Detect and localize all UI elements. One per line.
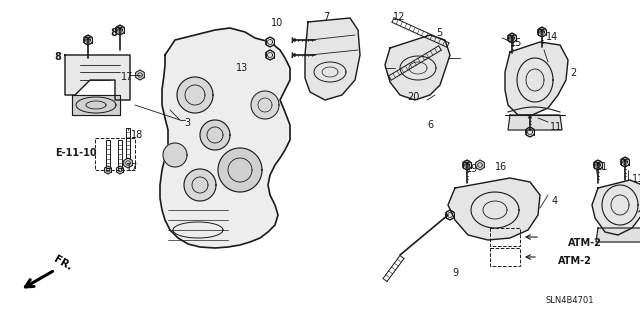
Polygon shape — [445, 211, 454, 219]
Polygon shape — [72, 95, 120, 115]
Polygon shape — [104, 166, 111, 174]
Polygon shape — [86, 37, 90, 40]
Text: 11: 11 — [550, 122, 563, 132]
Bar — [95, 138, 135, 170]
Text: 18: 18 — [131, 130, 143, 140]
Text: 4: 4 — [552, 196, 558, 206]
Polygon shape — [218, 148, 262, 192]
Polygon shape — [592, 180, 640, 235]
Text: ATM-2: ATM-2 — [568, 238, 602, 248]
Polygon shape — [508, 33, 516, 42]
Text: 7: 7 — [323, 12, 329, 22]
Polygon shape — [115, 26, 125, 34]
Polygon shape — [465, 162, 469, 165]
Polygon shape — [177, 77, 213, 113]
Text: 11: 11 — [632, 174, 640, 184]
Text: 5: 5 — [436, 28, 442, 38]
Text: 19: 19 — [466, 164, 478, 174]
Polygon shape — [65, 55, 130, 100]
Text: 17: 17 — [126, 163, 138, 173]
Text: FR.: FR. — [52, 254, 74, 272]
Polygon shape — [540, 29, 545, 32]
Text: SLN4B4701: SLN4B4701 — [545, 296, 593, 305]
Polygon shape — [527, 115, 532, 118]
Polygon shape — [508, 115, 562, 130]
Polygon shape — [385, 35, 450, 100]
Text: 9: 9 — [452, 268, 458, 278]
Text: 17: 17 — [121, 72, 133, 82]
Polygon shape — [124, 158, 132, 168]
Polygon shape — [266, 50, 275, 60]
Polygon shape — [509, 35, 515, 38]
Polygon shape — [505, 42, 568, 115]
Polygon shape — [160, 28, 290, 248]
Polygon shape — [621, 158, 630, 167]
Text: 6: 6 — [427, 120, 433, 130]
Polygon shape — [538, 27, 547, 36]
Polygon shape — [136, 70, 145, 80]
Text: 11: 11 — [596, 162, 608, 172]
Polygon shape — [266, 38, 275, 47]
Polygon shape — [305, 18, 360, 100]
Polygon shape — [476, 160, 484, 170]
Text: 8: 8 — [54, 52, 61, 62]
Text: 15: 15 — [510, 38, 522, 48]
Polygon shape — [163, 143, 187, 167]
Text: 12: 12 — [393, 12, 405, 22]
Polygon shape — [596, 162, 600, 165]
Text: 14: 14 — [546, 32, 558, 42]
Polygon shape — [292, 38, 295, 42]
Text: 2: 2 — [570, 68, 576, 78]
Polygon shape — [448, 178, 540, 240]
Polygon shape — [525, 128, 534, 137]
Polygon shape — [623, 159, 627, 162]
Polygon shape — [251, 91, 279, 119]
Polygon shape — [596, 228, 640, 242]
Polygon shape — [116, 166, 124, 174]
Polygon shape — [83, 35, 93, 44]
Text: ATM-2: ATM-2 — [558, 256, 592, 266]
Bar — [490, 228, 520, 246]
Polygon shape — [463, 160, 472, 169]
Bar — [490, 248, 520, 266]
Text: 3: 3 — [184, 118, 190, 128]
Text: 8: 8 — [110, 28, 117, 38]
Text: 1: 1 — [638, 210, 640, 220]
Text: 16: 16 — [495, 162, 508, 172]
Polygon shape — [292, 53, 295, 57]
Text: 20: 20 — [407, 92, 419, 102]
Polygon shape — [184, 169, 216, 201]
Text: 13: 13 — [236, 63, 248, 73]
Polygon shape — [118, 27, 122, 30]
Text: 10: 10 — [271, 18, 284, 28]
Polygon shape — [593, 160, 602, 169]
Polygon shape — [200, 120, 230, 150]
Text: E-11-10: E-11-10 — [55, 148, 97, 158]
